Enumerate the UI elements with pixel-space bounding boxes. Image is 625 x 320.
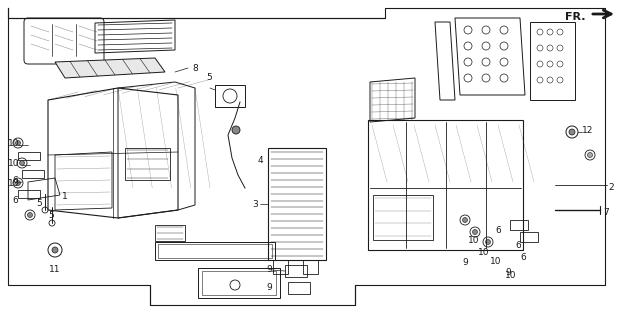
Text: 3: 3 xyxy=(253,199,258,209)
Circle shape xyxy=(19,161,24,165)
Bar xyxy=(368,120,523,250)
Bar xyxy=(155,242,275,260)
Bar xyxy=(268,148,326,260)
Text: 6: 6 xyxy=(12,175,18,185)
Bar xyxy=(125,148,170,180)
Text: 8: 8 xyxy=(192,63,198,73)
Text: 1: 1 xyxy=(62,191,68,201)
Text: 2: 2 xyxy=(608,182,614,191)
Circle shape xyxy=(16,180,21,186)
Text: 10: 10 xyxy=(468,236,479,244)
Bar xyxy=(288,282,310,294)
Circle shape xyxy=(52,247,58,253)
Circle shape xyxy=(569,129,575,135)
Circle shape xyxy=(472,229,478,235)
Text: 10: 10 xyxy=(8,179,19,188)
Text: 10: 10 xyxy=(478,247,489,257)
Text: 6: 6 xyxy=(495,226,501,235)
Circle shape xyxy=(16,140,21,146)
Text: 12: 12 xyxy=(582,125,593,134)
Circle shape xyxy=(462,218,468,222)
Bar xyxy=(202,271,276,295)
Bar xyxy=(155,225,185,241)
Bar xyxy=(373,195,433,240)
Text: FR.: FR. xyxy=(564,12,585,22)
Text: 7: 7 xyxy=(603,207,609,217)
Bar xyxy=(285,265,307,277)
Circle shape xyxy=(28,212,32,218)
Circle shape xyxy=(588,153,592,157)
Text: 9: 9 xyxy=(505,268,511,277)
Text: 6: 6 xyxy=(520,253,526,262)
Text: 10: 10 xyxy=(505,270,516,279)
Text: 6: 6 xyxy=(12,196,18,204)
Text: 10: 10 xyxy=(8,139,19,148)
Text: 11: 11 xyxy=(49,265,61,274)
Polygon shape xyxy=(55,58,165,78)
Bar xyxy=(215,85,245,107)
Text: 10: 10 xyxy=(8,158,19,167)
Text: 5: 5 xyxy=(36,198,42,207)
Text: 4: 4 xyxy=(258,156,264,164)
Bar xyxy=(273,260,288,274)
Circle shape xyxy=(486,239,491,244)
Bar xyxy=(530,22,575,100)
Text: 10: 10 xyxy=(490,258,501,267)
Text: 9: 9 xyxy=(266,283,272,292)
Text: 9: 9 xyxy=(266,266,272,275)
Bar xyxy=(303,260,318,274)
Bar xyxy=(198,268,280,298)
Bar xyxy=(158,244,272,258)
Text: 6: 6 xyxy=(515,241,521,250)
Text: 5: 5 xyxy=(206,73,212,82)
Text: 5: 5 xyxy=(48,211,54,220)
Circle shape xyxy=(232,126,240,134)
Text: 9: 9 xyxy=(462,258,468,267)
